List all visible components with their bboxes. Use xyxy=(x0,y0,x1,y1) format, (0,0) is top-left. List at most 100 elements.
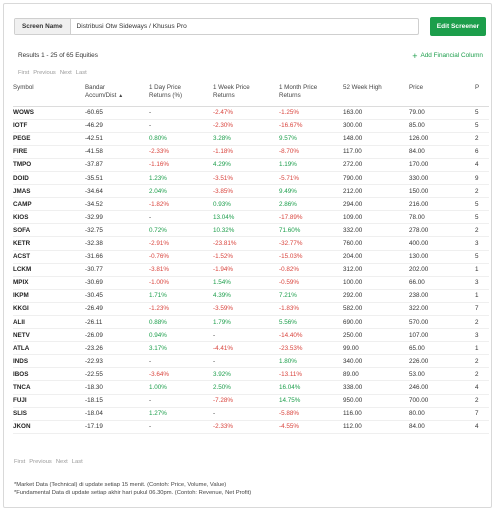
cell-1week-return: -4.41% xyxy=(213,341,279,356)
table-row[interactable]: ACST -31.66 -0.76% -1.52% -15.03% 204.00 130.0… xyxy=(13,250,489,264)
cell-1month-return: 1.80% xyxy=(279,354,343,369)
table-row[interactable]: CAMP -34.52 -1.82% 0.93% 2.86% 294.00 216.00 5 xyxy=(13,197,489,212)
cell-1day-return: 1.71% xyxy=(149,289,213,303)
pagination-first[interactable]: First xyxy=(14,459,26,465)
cell-bandar: -23.26 xyxy=(85,341,149,356)
cell-symbol[interactable]: TMPO xyxy=(13,158,85,172)
table-row[interactable]: DOID -35.51 1.23% -3.51% -5.71% 790.00 330.00 9 xyxy=(13,171,489,186)
table-row[interactable]: JMAS -34.64 2.04% -3.85% 9.49% 212.00 150.00 2 xyxy=(13,184,489,199)
cell-symbol[interactable]: KKGI xyxy=(13,302,85,317)
table-row[interactable]: LCKM -30.77 -3.81% -1.94% -0.82% 312.00 202.00… xyxy=(13,263,489,277)
cell-symbol[interactable]: IOTF xyxy=(13,119,85,133)
cell-symbol[interactable]: NETV xyxy=(13,328,85,343)
cell-symbol[interactable]: ALII xyxy=(13,315,85,330)
column-header-1month[interactable]: 1 Month Price Returns xyxy=(279,80,343,107)
column-header-p[interactable]: P xyxy=(475,80,489,107)
table-row[interactable]: WOWS -60.65- -2.47% -1.25% 163.00 79.00 5 xyxy=(13,106,489,120)
cell-price: 322.00 xyxy=(409,302,475,317)
table-row[interactable]: SOFA -32.75 0.72% 10.32% 71.60% 332.00 278.00 2 xyxy=(13,223,489,238)
add-financial-column-button[interactable]: + Add Financial Column xyxy=(412,51,483,60)
cell-1day-return: - xyxy=(149,354,213,369)
cell-symbol[interactable]: SOFA xyxy=(13,223,85,238)
cell-symbol[interactable]: IKPM xyxy=(13,289,85,303)
cell-symbol[interactable]: FIRE xyxy=(13,145,85,159)
cell-symbol[interactable]: KETR xyxy=(13,236,85,251)
cell-p: 2 xyxy=(475,367,489,382)
table-row[interactable]: ALII -26.11 0.88% 1.79% 5.56% 690.00 570.00 2 xyxy=(13,315,489,330)
table-row[interactable]: FUJI -18.15- -7.28% 14.75% 950.00 700.00 2 xyxy=(13,394,489,408)
cell-symbol[interactable]: TNCA xyxy=(13,380,85,395)
table-body: WOWS -60.65- -2.47% -1.25% 163.00 79.00 5 IOTF -… xyxy=(13,106,489,434)
table-row[interactable]: IBOS -22.55 -3.64% 3.92% -13.11% 89.00 53.00 2 xyxy=(13,367,489,382)
cell-p: 4 xyxy=(475,158,489,172)
cell-price: 126.00 xyxy=(409,132,475,146)
footnote-market-data: *Market Data (Technical) di update setia… xyxy=(14,482,227,488)
cell-symbol[interactable]: INDS xyxy=(13,354,85,369)
cell-bandar: -22.55 xyxy=(85,367,149,382)
pagination-last[interactable]: Last xyxy=(75,70,87,76)
cell-price: 700.00 xyxy=(409,394,475,408)
cell-52week-high: 760.00 xyxy=(343,236,409,251)
table-row[interactable]: MPIX -30.69 -1.00% 1.54% -0.59% 100.00 66.00 3 xyxy=(13,276,489,290)
cell-p: 2 xyxy=(475,354,489,369)
footnotes: *Market Data (Technical) di update setia… xyxy=(14,481,251,497)
pagination-last[interactable]: Last xyxy=(71,459,83,465)
column-header-1day[interactable]: 1 Day Price Returns (%) xyxy=(149,80,213,107)
cell-bandar: -26.09 xyxy=(85,328,149,343)
column-header-1week[interactable]: 1 Week Price Returns xyxy=(213,80,279,107)
cell-p: 2 xyxy=(475,132,489,146)
cell-bandar: -60.65 xyxy=(85,106,149,120)
screen-name-input[interactable] xyxy=(70,19,418,34)
cell-symbol[interactable]: WOWS xyxy=(13,106,85,120)
cell-1week-return: 3.92% xyxy=(213,367,279,382)
cell-symbol[interactable]: FUJI xyxy=(13,394,85,408)
pagination-first[interactable]: First xyxy=(18,70,30,76)
cell-symbol[interactable]: PEGE xyxy=(13,132,85,146)
cell-symbol[interactable]: MPIX xyxy=(13,276,85,290)
cell-1day-return: - xyxy=(149,394,213,408)
table-row[interactable]: KETR -32.38 -2.91% -23.81% -32.77% 760.00 400.… xyxy=(13,236,489,251)
cell-symbol[interactable]: CAMP xyxy=(13,197,85,212)
cell-1day-return: 0.94% xyxy=(149,328,213,343)
table-row[interactable]: ATLA -23.26 3.17% -4.41% -23.53% 99.00 65.00 1 xyxy=(13,341,489,356)
cell-p: 4 xyxy=(475,380,489,395)
column-header-symbol[interactable]: Symbol xyxy=(13,80,85,107)
cell-1month-return: -0.59% xyxy=(279,276,343,290)
cell-symbol[interactable]: KIOS xyxy=(13,210,85,225)
cell-52week-high: 332.00 xyxy=(343,223,409,238)
cell-symbol[interactable]: SLIS xyxy=(13,407,85,421)
column-header-price[interactable]: Price xyxy=(409,80,475,107)
column-header-52week-high[interactable]: 52 Week High xyxy=(343,80,409,107)
column-header-bandar[interactable]: Bandar Accum/Dist ▲ xyxy=(85,80,149,107)
table-row[interactable]: KKGI -26.49 -1.23% -3.59% -1.83% 582.00 322.00… xyxy=(13,302,489,317)
cell-symbol[interactable]: DOID xyxy=(13,171,85,186)
table-row[interactable]: TMPO -37.87 -1.16% 4.29% 1.19% 272.00 170.00 4 xyxy=(13,158,489,172)
cell-1day-return: -2.91% xyxy=(149,236,213,251)
pagination-previous[interactable]: Previous xyxy=(33,70,56,76)
table-row[interactable]: IKPM -30.45 1.71% 4.39% 7.21% 292.00 238.00 1 xyxy=(13,289,489,303)
cell-52week-high: 148.00 xyxy=(343,132,409,146)
edit-screener-button[interactable]: Edit Screener xyxy=(430,17,486,36)
table-row[interactable]: KIOS -32.99-13.04% -17.89% 109.00 78.00 5 xyxy=(13,210,489,225)
cell-price: 66.00 xyxy=(409,276,475,290)
cell-symbol[interactable]: IBOS xyxy=(13,367,85,382)
cell-symbol[interactable]: ACST xyxy=(13,250,85,264)
table-row[interactable]: NETV -26.09 0.94% - -14.40% 250.00 107.00 3 xyxy=(13,328,489,343)
table-row[interactable]: FIRE -41.58 -2.33% -1.18% -8.70% 117.00 84.00 6 xyxy=(13,145,489,159)
cell-symbol[interactable]: JKON xyxy=(13,420,85,434)
cell-1month-return: 71.60% xyxy=(279,223,343,238)
table-row[interactable]: SLIS -18.04 1.27% - -5.88% 116.00 80.00 7 xyxy=(13,407,489,421)
table-row[interactable]: PEGE -42.51 0.80% 3.28% 9.57% 148.00 126.00 2 xyxy=(13,132,489,146)
pagination-next[interactable]: Next xyxy=(59,70,72,76)
cell-p: 9 xyxy=(475,171,489,186)
cell-symbol[interactable]: LCKM xyxy=(13,263,85,277)
table-row[interactable]: JKON -17.19- -2.33% -4.55% 112.00 84.00 4 xyxy=(13,420,489,434)
screen-name-label: Screen Name xyxy=(15,19,71,34)
table-row[interactable]: INDS -22.93- -1.80% 340.00 226.00 2 xyxy=(13,354,489,369)
pagination-previous[interactable]: Previous xyxy=(29,459,52,465)
cell-symbol[interactable]: ATLA xyxy=(13,341,85,356)
table-row[interactable]: TNCA -18.30 1.00% 2.50% 16.04% 338.00 246.00 4 xyxy=(13,380,489,395)
pagination-next[interactable]: Next xyxy=(55,459,68,465)
cell-symbol[interactable]: JMAS xyxy=(13,184,85,199)
table-row[interactable]: IOTF -46.29- -2.30% -16.67% 300.00 85.00 5 xyxy=(13,119,489,133)
